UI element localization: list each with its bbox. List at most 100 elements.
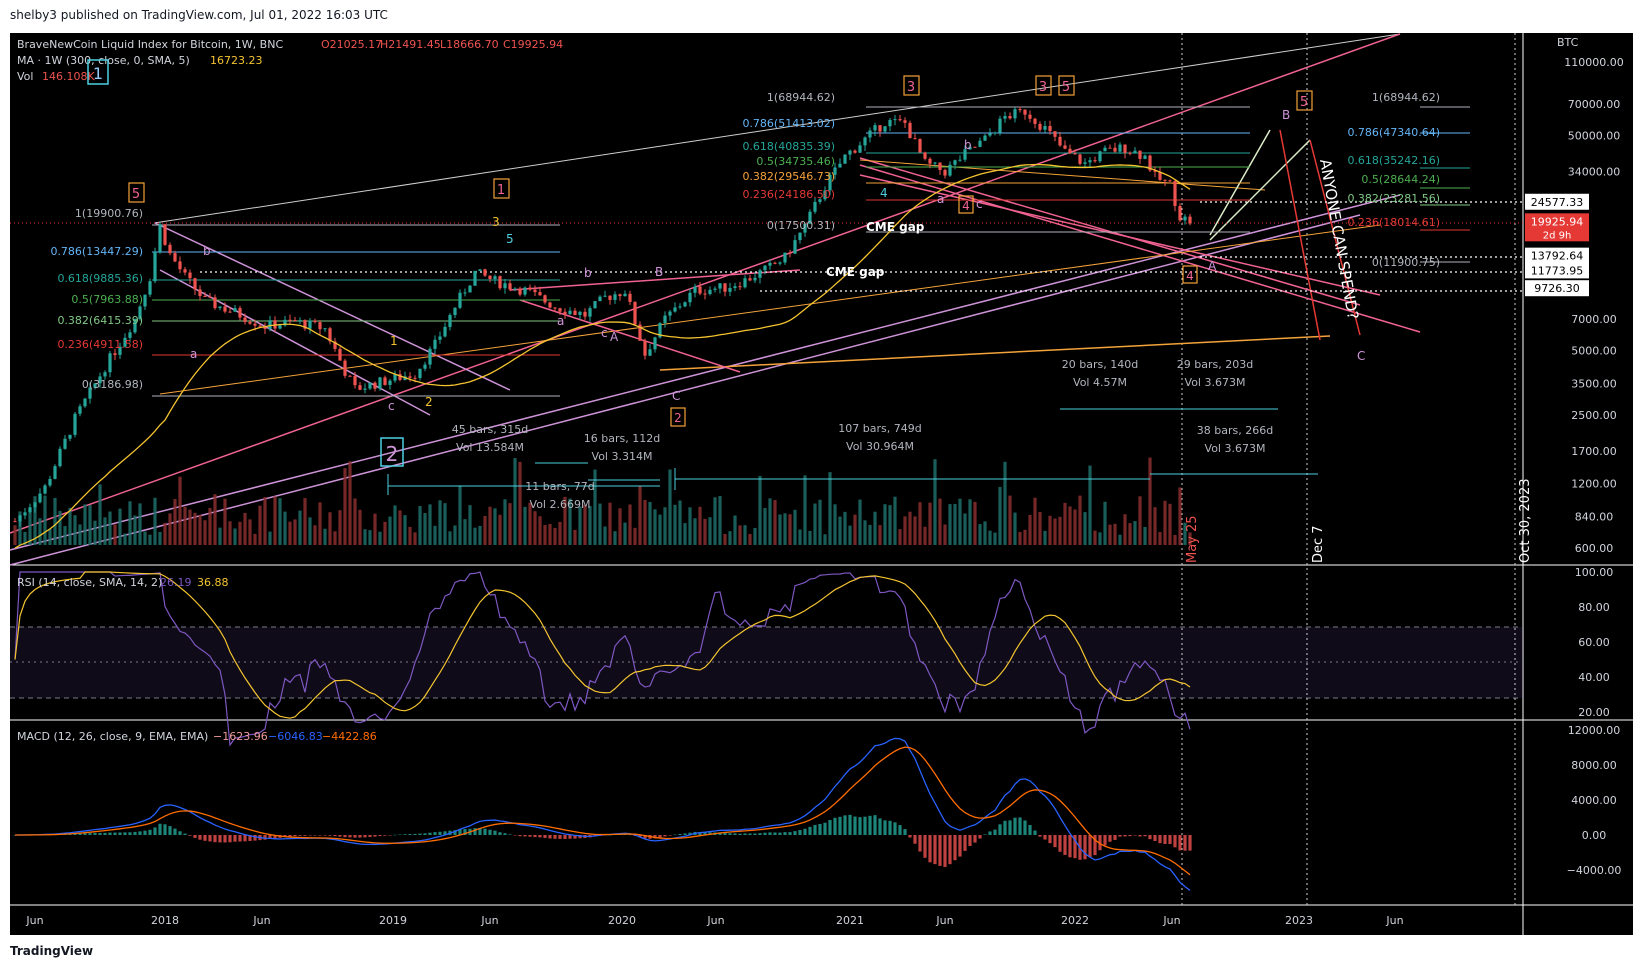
fib-left-labels: 1(19900.76) 0.786(13447.29) 0.618(9885.36)…	[50, 207, 143, 391]
candle-body	[178, 261, 182, 270]
macd-axis-labels: 12000.00 8000.00 4000.00 0.00 −4000.00	[1567, 724, 1622, 877]
macd-hist-bar	[833, 817, 837, 835]
macd-hist-bar	[1133, 835, 1137, 836]
volume-bar	[143, 531, 147, 545]
svg-text:a: a	[557, 314, 564, 328]
macd-hist-bar	[898, 825, 902, 835]
candle-body	[223, 306, 227, 312]
volume-bar	[1138, 496, 1142, 545]
rsi-tick-label: 20.00	[1578, 706, 1610, 719]
fib-right-label: 0.786(47340.64)	[1347, 126, 1440, 139]
time-tick-label: 2021	[836, 914, 864, 927]
macd-hist-bar	[673, 834, 677, 836]
macd-hist-bar	[903, 829, 907, 835]
volume-bar	[468, 505, 472, 545]
macd-hist-bar	[393, 834, 397, 836]
macd-hist-bar	[218, 835, 222, 843]
candle-body	[383, 377, 387, 385]
price-tick-label: 70000.00	[1568, 98, 1621, 111]
candle-body	[893, 119, 897, 121]
volume-bar	[563, 496, 567, 545]
volume-bar	[1108, 524, 1112, 545]
wave-box-3b: 3	[1035, 75, 1052, 96]
volume-bar	[1008, 495, 1012, 545]
macd-hist-bar	[473, 828, 477, 835]
macd-hist-bar	[573, 835, 577, 839]
candle-body	[393, 374, 397, 381]
candle-body	[278, 325, 282, 329]
candle-body	[493, 276, 497, 280]
volume-bar	[183, 506, 187, 545]
candle-body	[193, 278, 197, 290]
volume-bar	[68, 507, 72, 545]
volume-bar	[308, 517, 312, 545]
volume-bar	[658, 514, 662, 545]
price-tag-value: 24577.33	[1531, 196, 1584, 209]
macd-hist-bar	[728, 833, 732, 835]
volume-bar	[413, 532, 417, 545]
volume-bar	[293, 519, 297, 545]
volume-bar	[148, 534, 152, 545]
macd-hist-bar	[823, 822, 827, 835]
macd-hist-bar	[843, 815, 847, 835]
candle-body	[93, 383, 97, 388]
macd-hist-bar	[973, 835, 977, 843]
macd-hist-bar	[1053, 835, 1057, 848]
svg-text:A: A	[610, 330, 619, 344]
volume-bar	[918, 502, 922, 545]
macd-hist-bar	[383, 835, 387, 836]
candle-body	[1173, 181, 1177, 206]
volume-bar	[1118, 534, 1122, 545]
macd-hist-bar	[913, 835, 917, 844]
macd-hist-bar	[208, 835, 212, 842]
macd-hist-bar	[503, 833, 507, 835]
volume-bar	[893, 496, 897, 545]
range-label-volume: Vol 3.673M	[1185, 376, 1246, 389]
macd-hist-bar	[1003, 820, 1007, 835]
rsi-value-1: 26.19	[160, 576, 192, 589]
volume-bar	[598, 503, 602, 545]
macd-hist-bar	[1098, 835, 1102, 851]
macd-hist-bar	[388, 835, 392, 836]
candle-body	[418, 368, 422, 378]
volume-bar	[553, 527, 557, 545]
macd-hist-bar	[183, 833, 187, 835]
candle-body	[528, 287, 532, 290]
candle-body	[138, 306, 142, 319]
macd-hist-bar	[848, 814, 852, 835]
svg-text:5: 5	[1062, 80, 1070, 95]
wave-box-1a: 1	[87, 59, 109, 85]
volume-bar	[513, 458, 517, 545]
macd-hist-bar	[1138, 835, 1142, 837]
candle-body	[73, 413, 77, 435]
svg-text:B: B	[655, 265, 663, 279]
volume-bar	[283, 511, 287, 545]
wave-box-5c: 5	[1296, 90, 1313, 111]
volume-bar	[943, 524, 947, 545]
rsi-legend: RSI (14, close, SMA, 14, 2)	[17, 576, 162, 589]
volume-bar	[798, 529, 802, 545]
volume-bar	[588, 505, 592, 545]
macd-hist-bar	[743, 833, 747, 835]
volume-bar	[363, 529, 367, 545]
svg-text:3: 3	[492, 215, 500, 229]
fib-right-labels: 1(68944.62) 0.786(47340.64) 0.618(35242.16…	[1347, 91, 1440, 269]
volume-bar	[1143, 526, 1147, 545]
volume-bar	[398, 510, 402, 545]
volume-bar	[243, 512, 247, 545]
fib-left-label: 0.382(6415.39)	[57, 314, 143, 327]
candle-body	[923, 152, 927, 159]
price-tick-label: 5000.00	[1571, 344, 1617, 357]
candle-body	[958, 159, 962, 161]
candle-body	[578, 311, 582, 315]
volume-bar	[1053, 518, 1057, 545]
candle-body	[773, 262, 777, 264]
volume-bar	[703, 518, 707, 545]
volume-bar	[938, 498, 942, 545]
volume-bar	[28, 512, 32, 545]
candle-body	[38, 493, 42, 503]
volume-bar	[453, 525, 457, 545]
macd-hist-bar	[363, 835, 367, 838]
time-tick-label: Jun	[935, 914, 953, 927]
